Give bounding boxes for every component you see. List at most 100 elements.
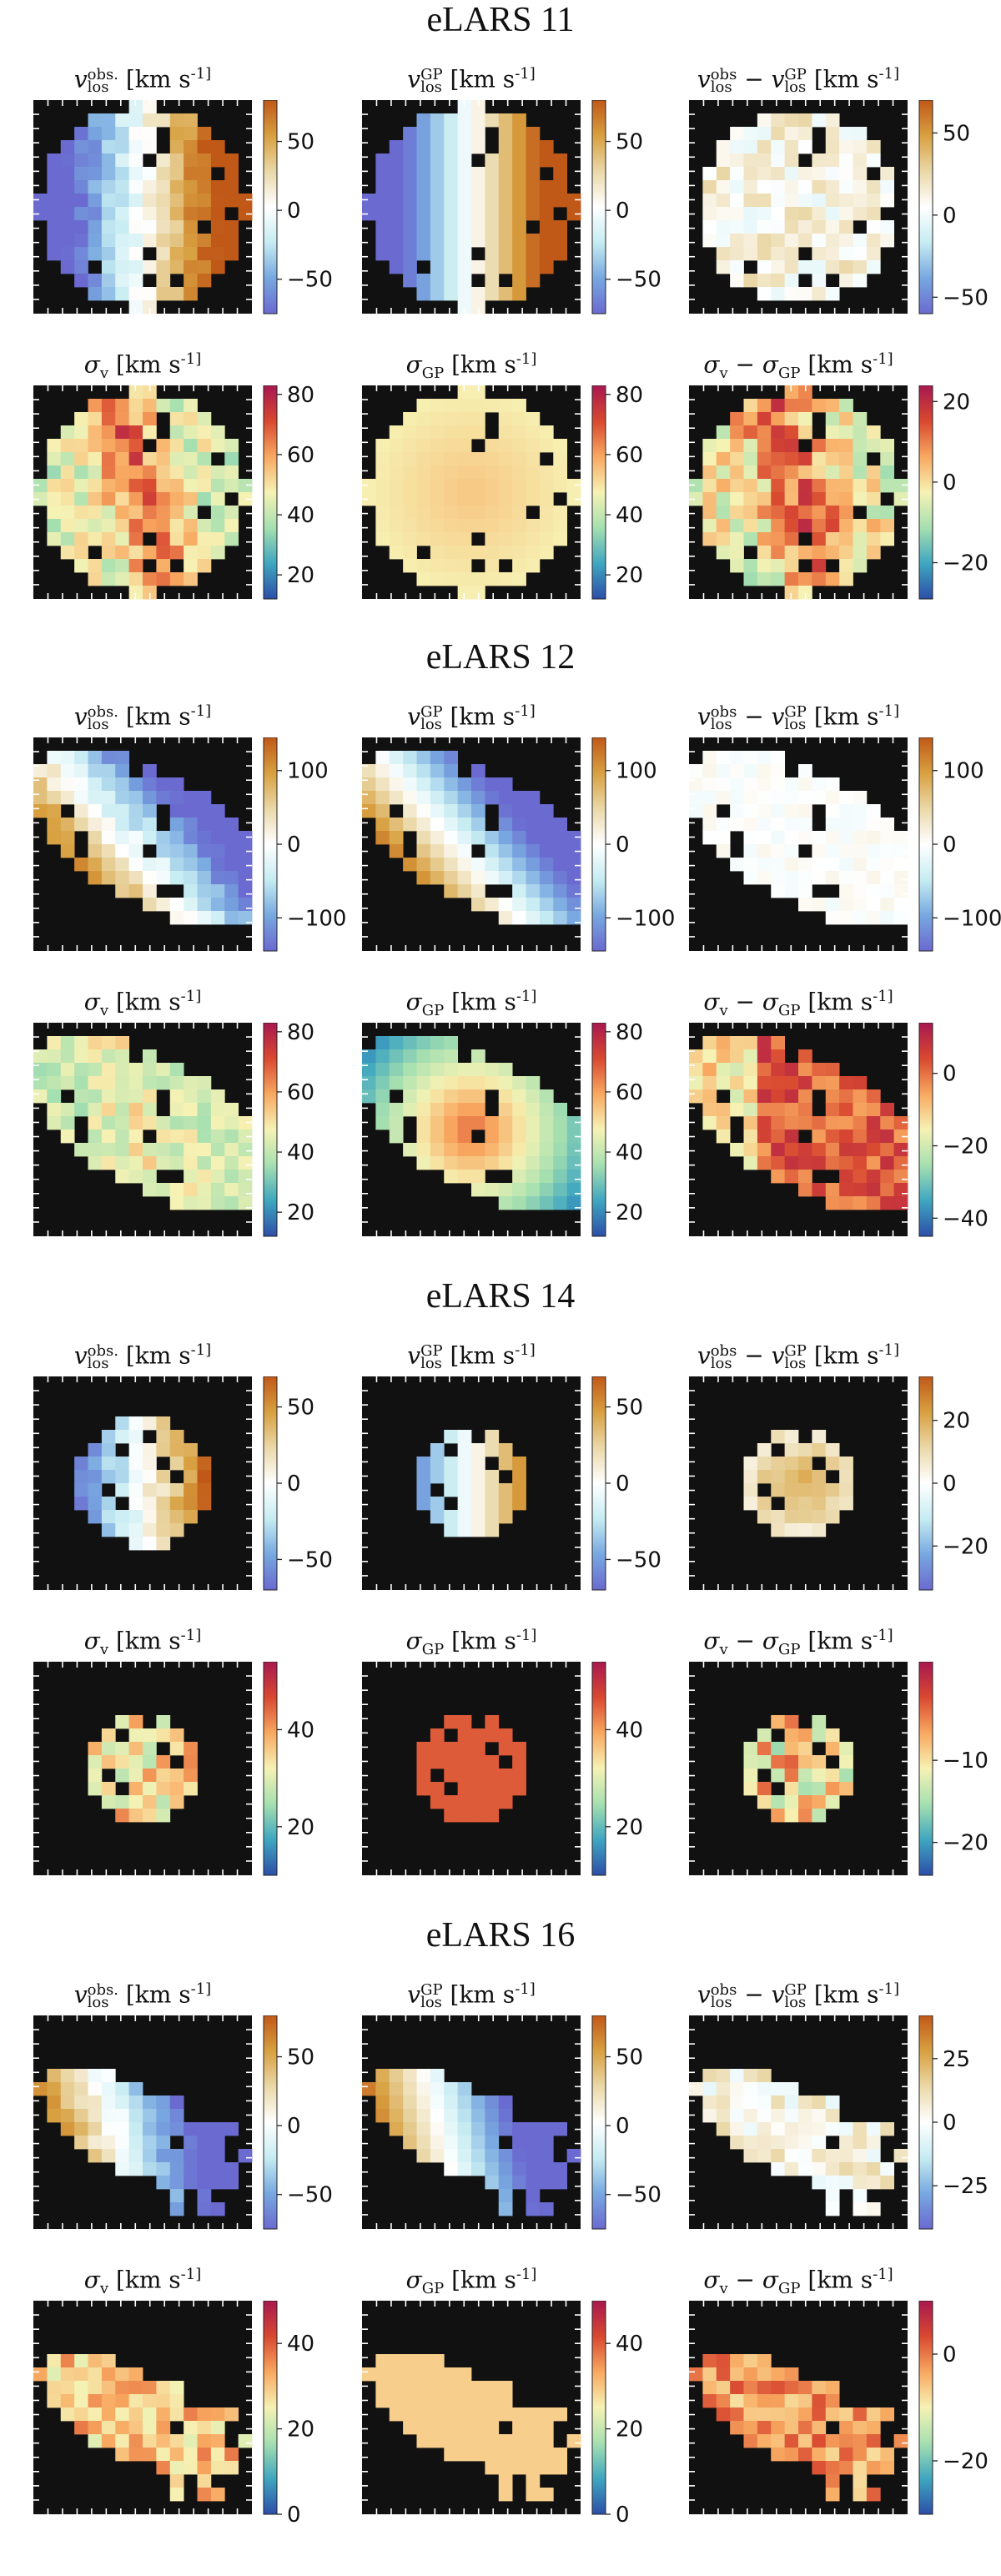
map-pixel — [444, 1523, 459, 1537]
map-pixel — [143, 884, 157, 898]
map-pixel — [143, 2448, 157, 2462]
map-pixel — [471, 1089, 485, 1104]
map-pixel — [825, 2202, 840, 2216]
colorbar — [263, 2301, 278, 2515]
map-pixel — [389, 818, 404, 832]
map-pixel — [184, 572, 198, 586]
colorbar-tick-label: −20 — [943, 551, 988, 576]
map-pixel — [471, 2407, 485, 2422]
map-pixel — [839, 180, 853, 194]
map-pixel — [430, 572, 445, 586]
map-pixel — [128, 2162, 143, 2176]
map-pixel — [115, 1523, 130, 1537]
map-pixel — [526, 2176, 541, 2190]
map-pixel — [101, 858, 116, 872]
map-pixel — [197, 2189, 212, 2203]
map-pixel — [771, 871, 786, 885]
map-pixel — [853, 2448, 868, 2462]
map-pixel — [553, 911, 568, 925]
map-pixel — [156, 1116, 171, 1130]
map-pixel — [457, 1768, 472, 1783]
map-pixel — [156, 452, 171, 466]
map-pixel — [389, 234, 404, 248]
map-pixel — [512, 274, 526, 288]
map-pixel — [866, 2122, 881, 2136]
map-pixel — [702, 2082, 717, 2096]
map-pixel — [498, 1183, 513, 1197]
map-pixel — [115, 287, 130, 301]
map-pixel — [498, 1116, 513, 1130]
map-pixel — [485, 247, 500, 261]
map-pixel — [101, 506, 116, 520]
map-pixel — [143, 1103, 157, 1117]
map-pixel — [457, 439, 472, 453]
map-pixel — [444, 452, 459, 466]
map-pixel — [853, 1170, 868, 1184]
map-pixel — [88, 2421, 103, 2435]
map-pixel — [771, 260, 786, 274]
panel-title: v GP los [km s-1] — [407, 702, 536, 733]
colorbar — [918, 100, 933, 314]
map-pixel — [143, 572, 157, 586]
map-pixel — [539, 234, 554, 248]
map-pixel — [866, 1183, 881, 1197]
map-pixel — [784, 1063, 799, 1077]
map-pixel — [485, 2096, 500, 2110]
map-pixel — [784, 220, 799, 234]
map-pixel — [839, 898, 853, 912]
map-pixel — [893, 898, 908, 912]
map-pixel — [156, 260, 171, 274]
map-pixel — [757, 2354, 772, 2368]
map-pixel — [403, 2394, 417, 2408]
map-pixel — [115, 1049, 130, 1064]
map-pixel — [403, 2407, 417, 2422]
map-pixel — [156, 1143, 171, 1157]
map-pixel — [825, 1063, 840, 1077]
map-pixel — [757, 858, 772, 872]
map-pixel — [238, 911, 253, 925]
map-pixel — [757, 1755, 772, 1769]
colorbar — [591, 385, 606, 600]
map-pixel — [485, 1782, 500, 1796]
map-pixel — [730, 777, 744, 792]
map-pixel — [893, 1196, 908, 1210]
map-pixel — [74, 546, 88, 560]
map-pixel — [224, 2461, 239, 2475]
map-pixel — [784, 167, 799, 181]
map-pixel — [757, 465, 772, 480]
map-pixel — [74, 167, 88, 181]
map-pixel — [526, 911, 541, 925]
map-pixel — [389, 777, 404, 792]
map-pixel — [444, 858, 459, 872]
map-pixel — [498, 439, 513, 453]
map-pixel — [880, 1170, 895, 1184]
map-pixel — [812, 791, 827, 805]
map-pixel — [457, 1782, 472, 1796]
map-pixel — [553, 2176, 568, 2190]
map-pixel — [880, 1156, 895, 1170]
map-pixel — [88, 777, 103, 792]
map-pixel — [362, 791, 376, 805]
map-pixel — [812, 1063, 827, 1077]
map-pixel — [880, 532, 895, 546]
map-pixel — [798, 1470, 812, 1484]
map-pixel — [88, 153, 103, 168]
map-pixel — [416, 1036, 431, 1050]
map-pixel — [771, 1103, 786, 1117]
map-pixel — [238, 898, 253, 912]
map-pixel — [893, 911, 908, 925]
map-pixel — [169, 1457, 184, 1471]
map-pixel — [798, 2096, 812, 2110]
map-pixel — [539, 2162, 554, 2176]
map-pixel — [143, 127, 157, 141]
map-pixel — [457, 1443, 472, 1457]
map-pixel — [444, 1143, 459, 1157]
map-pixel — [825, 1728, 840, 1743]
map-pixel — [512, 1116, 526, 1130]
map-pixel — [866, 247, 881, 261]
map-pixel — [416, 2394, 431, 2408]
map-pixel — [389, 153, 404, 168]
map-pixel — [471, 452, 485, 466]
map-pixel — [471, 1457, 485, 1471]
map-pixel — [210, 858, 225, 872]
